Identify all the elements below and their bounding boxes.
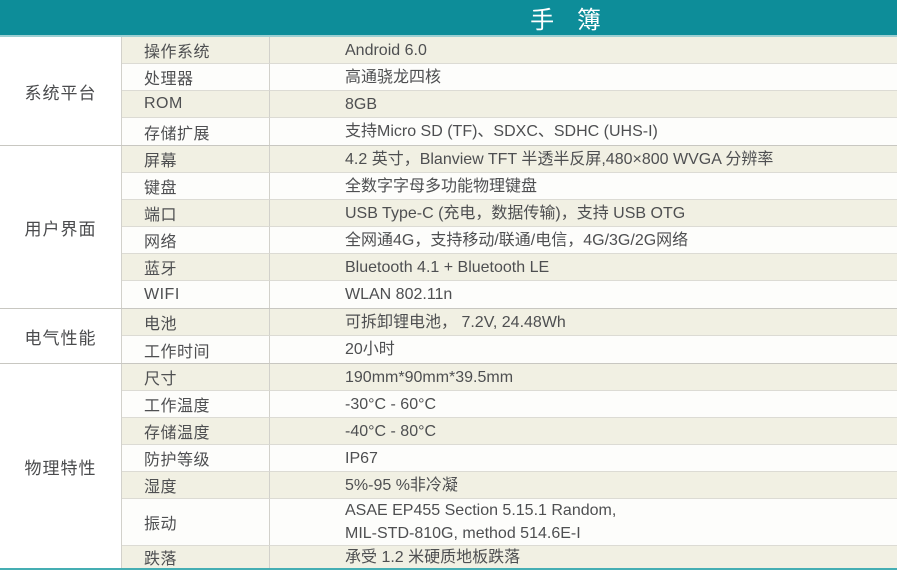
- spec-table: 系统平台 操作系统 Android 6.0 处理器 高通骁龙四核 ROM 8GB 存储扩展 支持…: [0, 37, 897, 568]
- spec-value-cell: 高通骁龙四核: [270, 64, 897, 91]
- spec-label-cell: ROM: [122, 91, 270, 118]
- header-bar: 手 簿: [0, 0, 897, 35]
- spec-section: 电气性能 电池 可拆卸锂电池， 7.2V, 24.48Wh 工作时间 20小时: [0, 308, 897, 363]
- spec-label-cell: 工作温度: [122, 391, 270, 418]
- spec-label-cell: 存储扩展: [122, 118, 270, 145]
- spec-value-cell: WLAN 802.11n: [270, 281, 897, 308]
- spec-value-cell: 5%-95 %非冷凝: [270, 472, 897, 499]
- spec-section: 物理特性 尺寸 190mm*90mm*39.5mm 工作温度 -30°C - 60°C 存…: [0, 363, 897, 568]
- spec-value-cell: 可拆卸锂电池， 7.2V, 24.48Wh: [270, 309, 897, 336]
- spec-value-cell: 20小时: [270, 336, 897, 363]
- spec-label-cell: 振动: [122, 499, 270, 546]
- spec-section: 系统平台 操作系统 Android 6.0 处理器 高通骁龙四核 ROM 8GB 存储扩展 支持…: [0, 37, 897, 145]
- header-underline: [0, 35, 897, 37]
- spec-value-cell: 8GB: [270, 91, 897, 118]
- spec-label-cell: 操作系统: [122, 37, 270, 64]
- spec-value-cell: Bluetooth 4.1 + Bluetooth LE: [270, 254, 897, 281]
- spec-label-cell: 网络: [122, 227, 270, 254]
- spec-label-cell: 工作时间: [122, 336, 270, 363]
- spec-value-cell: ASAE EP455 Section 5.15.1 Random, MIL-ST…: [270, 499, 897, 546]
- spec-value-cell: 全网通4G，支持移动/联通/电信，4G/3G/2G网络: [270, 227, 897, 254]
- spec-label-cell: 电池: [122, 309, 270, 336]
- spec-label-cell: 跌落: [122, 546, 270, 568]
- bottom-accent-line: [0, 568, 897, 570]
- spec-label-cell: 湿度: [122, 472, 270, 499]
- spec-label-cell: 存储温度: [122, 418, 270, 445]
- spec-label-cell: 蓝牙: [122, 254, 270, 281]
- spec-label-cell: 键盘: [122, 173, 270, 200]
- spec-value-cell: -30°C - 60°C: [270, 391, 897, 418]
- spec-value-cell: 4.2 英寸，Blanview TFT 半透半反屏,480×800 WVGA 分…: [270, 146, 897, 173]
- spec-label-cell: 端口: [122, 200, 270, 227]
- spec-label-cell: 处理器: [122, 64, 270, 91]
- spec-value-cell: USB Type-C (充电，数据传输)，支持 USB OTG: [270, 200, 897, 227]
- group-label: 系统平台: [0, 37, 122, 145]
- spec-label-cell: 防护等级: [122, 445, 270, 472]
- group-label: 物理特性: [0, 364, 122, 568]
- spec-value-cell: 承受 1.2 米硬质地板跌落: [270, 546, 897, 568]
- page-title: 手 簿: [530, 6, 602, 34]
- group-label: 电气性能: [0, 309, 122, 363]
- group-label: 用户界面: [0, 146, 122, 308]
- spec-label-cell: WIFI: [122, 281, 270, 308]
- spec-value-cell: 支持Micro SD (TF)、SDXC、SDHC (UHS-I): [270, 118, 897, 145]
- spec-value-cell: 190mm*90mm*39.5mm: [270, 364, 897, 391]
- spec-label-cell: 屏幕: [122, 146, 270, 173]
- spec-value-cell: Android 6.0: [270, 37, 897, 64]
- spec-label-cell: 尺寸: [122, 364, 270, 391]
- spec-value-cell: -40°C - 80°C: [270, 418, 897, 445]
- spec-value-cell: IP67: [270, 445, 897, 472]
- spec-value-cell: 全数字字母多功能物理键盘: [270, 173, 897, 200]
- spec-section: 用户界面 屏幕 4.2 英寸，Blanview TFT 半透半反屏,480×800 …: [0, 145, 897, 308]
